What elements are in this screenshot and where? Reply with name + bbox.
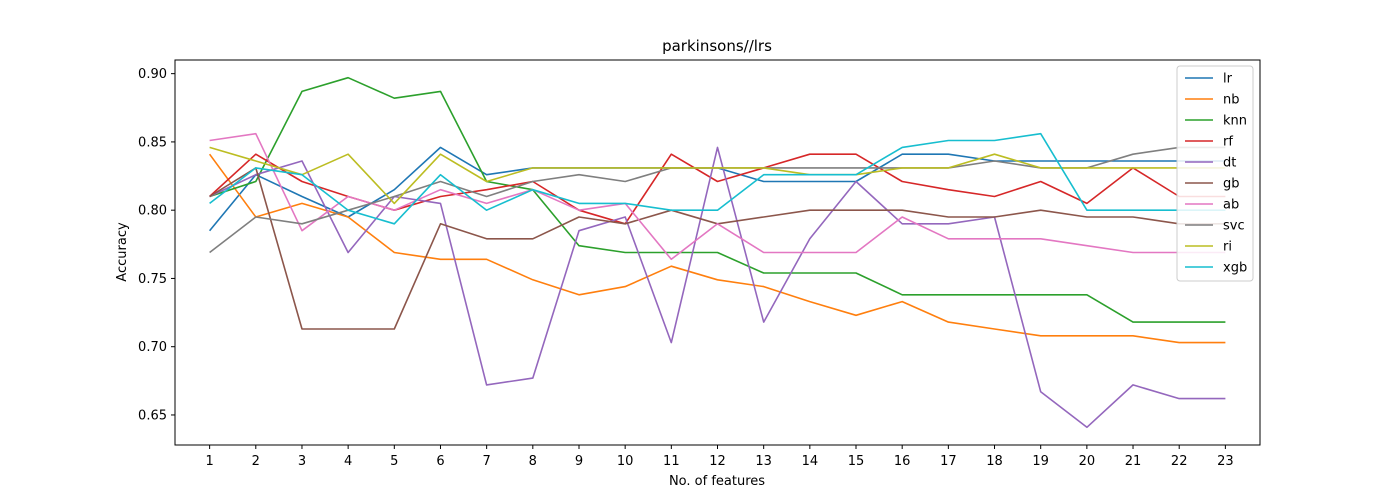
series-line-dt (209, 146, 1226, 429)
y-tick-label: 0.70 (138, 340, 167, 355)
x-tick-label: 8 (529, 454, 537, 469)
y-axis-label: Accuracy (115, 222, 130, 282)
x-axis-label: No. of features (669, 474, 765, 489)
legend-label-svc: svc (1223, 219, 1245, 234)
series-line-knn (209, 76, 1226, 323)
legend-label-xgb: xgb (1223, 261, 1247, 276)
x-tick-label: 11 (663, 454, 680, 469)
x-tick-label: 17 (940, 454, 957, 469)
x-tick-label: 10 (617, 454, 634, 469)
x-tick-label: 12 (709, 454, 726, 469)
chart-title: parkinsons//lrs (662, 37, 772, 55)
x-tick-label: 5 (390, 454, 398, 469)
series-line-nb (208, 153, 1226, 344)
legend-label-lr: lr (1223, 72, 1233, 87)
x-tick-label: 3 (298, 454, 306, 469)
legend: lr nb knn rf dt gb ab svc ri xgb (1176, 65, 1254, 282)
y-tick-label: 0.85 (138, 135, 167, 150)
legend-label-gb: gb (1223, 177, 1240, 192)
x-tick-label: 18 (986, 454, 1003, 469)
legend-label-nb: nb (1223, 93, 1240, 108)
x-tick-label: 21 (1125, 454, 1142, 469)
x-tick-label: 13 (755, 454, 772, 469)
x-tick-label: 4 (344, 454, 352, 469)
series-line-ri (209, 146, 1226, 205)
y-axis: 0.65 0.70 0.75 0.80 0.85 0.90 (138, 67, 175, 423)
legend-label-ab: ab (1223, 198, 1239, 213)
series-line-xgb (209, 132, 1226, 225)
y-tick-label: 0.65 (138, 408, 167, 423)
x-axis: 1 2 3 4 5 6 7 8 9 10 11 12 13 14 15 16 17 18 19 20 21 22 23 (205, 445, 1234, 469)
series-lines (208, 76, 1226, 429)
legend-label-knn: knn (1223, 114, 1247, 129)
y-tick-label: 0.75 (138, 272, 167, 287)
x-tick-label: 7 (483, 454, 491, 469)
series-line-ab (209, 132, 1226, 261)
legend-label-rf: rf (1223, 135, 1233, 150)
x-tick-label: 2 (252, 454, 260, 469)
x-tick-label: 16 (894, 454, 911, 469)
legend-label-dt: dt (1223, 156, 1236, 171)
legend-label-ri: ri (1223, 240, 1232, 255)
x-tick-label: 15 (848, 454, 865, 469)
x-tick-label: 1 (205, 454, 213, 469)
x-tick-label: 19 (1032, 454, 1049, 469)
x-tick-label: 6 (436, 454, 444, 469)
x-tick-label: 9 (575, 454, 583, 469)
x-tick-label: 20 (1079, 454, 1096, 469)
x-tick-label: 23 (1217, 454, 1234, 469)
y-tick-label: 0.80 (138, 204, 167, 219)
x-tick-label: 14 (802, 454, 819, 469)
x-tick-label: 22 (1171, 454, 1188, 469)
y-tick-label: 0.90 (138, 67, 167, 82)
